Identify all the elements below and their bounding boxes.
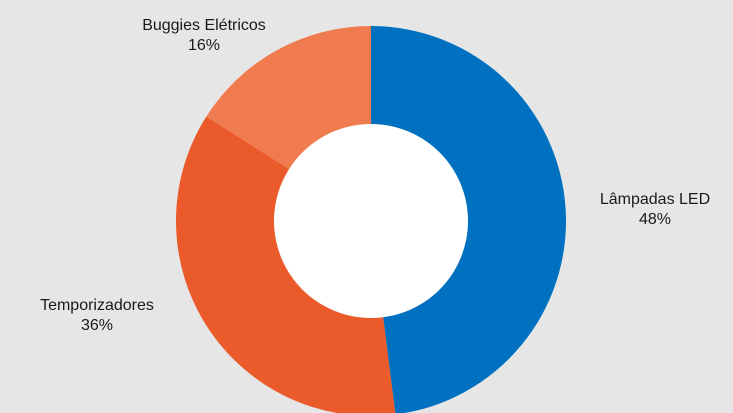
slice-l-mpadas-led xyxy=(371,26,566,413)
slice-label-name: Temporizadores xyxy=(40,297,154,314)
donut-hole xyxy=(274,124,468,318)
slice-label-percent: 36% xyxy=(81,317,113,334)
slice-label-name: Buggies Elétricos xyxy=(142,17,266,34)
slice-label-percent: 48% xyxy=(639,211,671,228)
slice-label-percent: 16% xyxy=(188,37,220,54)
slice-label-name: Lâmpadas LED xyxy=(600,191,710,208)
slice-labels: Lâmpadas LED 48% Temporizadores 36% Buggies … xyxy=(40,17,710,334)
